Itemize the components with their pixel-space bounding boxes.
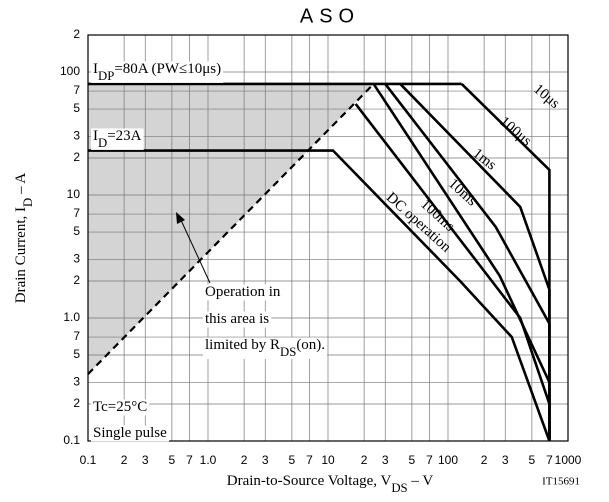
y-tick-label: 100: [60, 64, 80, 78]
annotation-part: I: [93, 61, 98, 77]
x-tick-label: 3: [262, 453, 269, 467]
annotation-part: Tc=25°C: [93, 399, 147, 415]
annotation-part: this area is: [205, 311, 269, 327]
annotation: this area is: [205, 311, 269, 327]
x-tick-label: 5: [529, 453, 536, 467]
annotation-bg: [91, 128, 144, 150]
x-tick-label: 7: [306, 453, 313, 467]
limited-area: [88, 83, 374, 375]
y-tick-label: 2: [73, 150, 80, 164]
x-tick-label: 7: [546, 453, 553, 467]
y-tick-label: 10: [67, 187, 81, 201]
curve: [88, 149, 551, 442]
annotation-part: limited by R: [205, 337, 280, 353]
y-tick-label: 7: [73, 206, 80, 220]
y-tick-label: 0.1: [63, 433, 80, 447]
curve-label: 10μs: [530, 81, 563, 112]
x-axis-label-part: DS: [391, 481, 407, 495]
x-tick-label: 100: [438, 453, 458, 467]
y-tick-label: 5: [73, 347, 80, 361]
x-tick-label: 7: [186, 453, 193, 467]
annotation-part: DS: [280, 345, 296, 359]
y-tick-label: 7: [73, 83, 80, 97]
y-tick-label: 3: [73, 129, 80, 143]
y-axis-label: Drain Current, ID – A: [13, 173, 34, 304]
annotation-part: I: [93, 128, 98, 144]
y-tick-label: 3: [73, 374, 80, 388]
annotation-bg: [91, 61, 224, 83]
x-tick-label: 3: [502, 453, 509, 467]
x-axis-label: Drain-to-Source Voltage, VDS – V: [227, 473, 434, 494]
annotation-part: Operation in: [205, 284, 281, 300]
arrow-line: [179, 217, 211, 284]
x-tick-label: 5: [289, 453, 296, 467]
x-tick-label: 1000: [555, 453, 582, 467]
x-axis-label-part: – V: [408, 473, 434, 489]
annotation: Single pulse: [93, 425, 167, 441]
annotation-part: =23A: [107, 128, 141, 144]
y-tick-label: 5: [73, 101, 80, 115]
x-tick-label: 7: [426, 453, 433, 467]
annotation-bg: [203, 311, 272, 328]
annotation-bg: [203, 284, 283, 301]
x-tick-label: 3: [382, 453, 389, 467]
annotation: Operation in: [205, 284, 281, 300]
plot-frame: [87, 34, 569, 442]
x-tick-label: 0.1: [80, 453, 97, 467]
y-axis-label-part: D: [21, 198, 35, 207]
x-tick-label: 1.0: [200, 453, 217, 467]
annotation: IDP=80A (PW≤10μs): [93, 61, 221, 82]
annotation-part: (on).: [296, 337, 325, 353]
curve-label: 1ms: [470, 146, 500, 174]
x-tick-label: 2: [481, 453, 488, 467]
y-axis-label-part: Drain Current, I: [13, 207, 29, 303]
annotation: ID=23A: [93, 128, 142, 149]
y-tick-label: 1.0: [63, 310, 80, 324]
source-note: IT15691: [542, 476, 580, 488]
x-tick-label: 10: [321, 453, 335, 467]
x-tick-label: 3: [142, 453, 149, 467]
curve-label: 10ms: [445, 176, 480, 210]
curve: [354, 103, 551, 441]
y-tick-label: 5: [73, 224, 80, 238]
annotation-bg: [91, 425, 170, 442]
chart-title: ASO: [300, 5, 360, 27]
annotation-part: =80A (PW≤10μs): [114, 61, 221, 77]
annotation-part: DP: [98, 69, 114, 83]
x-tick-label: 2: [241, 453, 248, 467]
arrow-head: [176, 212, 185, 224]
annotation: Tc=25°C: [93, 399, 147, 415]
x-tick-label: 2: [361, 453, 368, 467]
y-tick-label: 2: [73, 273, 80, 287]
curve-label: 100μs: [496, 114, 534, 150]
curve: [87, 83, 375, 375]
y-tick-label: 3: [73, 251, 80, 265]
y-axis-label-part: – A: [13, 173, 29, 198]
annotation-part: Single pulse: [93, 425, 167, 441]
y-tick-label: 2: [73, 27, 80, 41]
x-tick-label: 2: [121, 453, 128, 467]
arrow: [176, 212, 211, 284]
y-tick-label: 7: [73, 329, 80, 343]
annotation-bg: [203, 337, 328, 359]
annotation-bg: [91, 399, 150, 416]
x-tick-label: 5: [169, 453, 176, 467]
annotation: limited by RDS(on).: [205, 337, 325, 358]
x-tick-label: 5: [409, 453, 416, 467]
x-axis-label-part: Drain-to-Source Voltage, V: [227, 473, 392, 489]
annotation-part: D: [98, 136, 107, 150]
y-tick-label: 2: [73, 396, 80, 410]
